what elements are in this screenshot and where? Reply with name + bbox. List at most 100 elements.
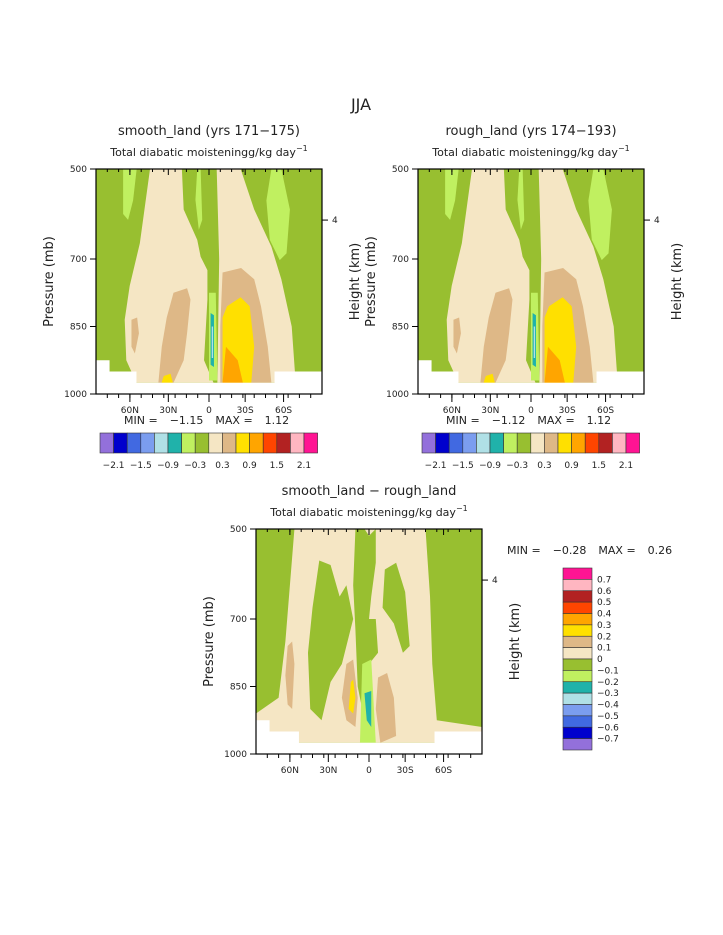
colorbar-label: −1.5 [130, 461, 152, 471]
figure-title: JJA [350, 95, 371, 114]
contour-field [256, 529, 482, 754]
colorbar-box [562, 715, 593, 728]
y-tick-label: 1000 [386, 390, 409, 400]
min-value: −1.12 [492, 414, 526, 427]
colorbar-box [503, 432, 518, 454]
x-tick-label: 30S [559, 406, 576, 416]
colorbar-box [181, 432, 196, 454]
colorbar-box [584, 432, 600, 454]
colorbar-box [290, 432, 305, 454]
colorbar-box [562, 613, 593, 626]
colorbar-box [476, 432, 491, 454]
x-tick-label: 60N [121, 406, 139, 416]
units-text: g/kg day [570, 146, 618, 159]
contour-region [453, 317, 461, 354]
colorbar-box [208, 432, 223, 454]
y-tick-label: 700 [230, 615, 247, 625]
contour-region [124, 169, 214, 383]
x-tick-label: 30N [159, 406, 177, 416]
colorbar-label: 0.9 [242, 461, 257, 471]
colorbar-diff: 0.70.60.50.40.30.20.10−0.1−0.2−0.3−0.4−0… [562, 567, 619, 751]
colorbar-label: 0.5 [597, 598, 611, 608]
colorbar-label: −0.3 [506, 461, 528, 471]
subtitle-text: Total diabatic moistening [431, 146, 570, 159]
min-max-readout: MIN = −1.15 MAX = 1.12 [124, 414, 289, 427]
min-max-readout: MIN = −1.12 MAX = 1.12 [446, 414, 611, 427]
panel-rough: rough_land (yrs 174−193) Total diabatic m… [364, 124, 685, 427]
colorbar-box [421, 432, 436, 454]
colorbar-box [562, 692, 593, 705]
colorbar-box [462, 432, 477, 454]
x-tick-label: 0 [528, 406, 534, 416]
colorbar-box [194, 432, 210, 454]
colorbar-box [544, 432, 559, 454]
colorbar-box [571, 432, 586, 454]
colorbar-box [562, 567, 593, 580]
y-right-tick-label: 4 [654, 216, 660, 226]
colorbar-label: 2.1 [297, 461, 311, 471]
colorbar-box [276, 432, 291, 454]
colorbar-box [562, 704, 593, 717]
colorbar-box [612, 432, 627, 454]
colorbar-box [530, 432, 545, 454]
contour-region [266, 169, 290, 261]
colorbar-rough: −2.1 −1.5 −0.9 −0.3 0.3 0.9 1.5 2.1 [421, 432, 640, 471]
panel-subtitle: Total diabatic moisteningg/kg day−1 [109, 144, 307, 159]
missing-data-region [418, 360, 644, 394]
contour-region [364, 691, 372, 727]
colorbar-label: 1.5 [592, 461, 606, 471]
max-value: 0.26 [648, 544, 673, 557]
colorbar-label: 0.2 [597, 632, 611, 642]
colorbar-label: 0.7 [597, 575, 611, 585]
contour-region [211, 326, 214, 358]
x-tick-label: 30S [237, 406, 254, 416]
y-right-tick-label: 4 [492, 576, 498, 586]
units-text: g/kg day [248, 146, 296, 159]
colorbar-label: 0.1 [597, 644, 611, 654]
panel-subtitle: Total diabatic moisteningg/kg day−1 [269, 504, 467, 519]
contour-region [445, 169, 459, 220]
min-max-readout: MIN = −0.28 MAX = 0.26 [507, 544, 672, 557]
colorbar-label: 0.6 [597, 587, 612, 597]
contour-region [375, 673, 397, 743]
colorbar-box [598, 432, 613, 454]
contour-region [131, 317, 139, 354]
max-value: 1.12 [265, 414, 290, 427]
colorbar-box [126, 432, 142, 454]
colorbar-label: 0.4 [597, 610, 612, 620]
y-tick-label: 700 [70, 255, 87, 265]
colorbar-label: −0.7 [597, 735, 619, 745]
y-tick-label: 1000 [224, 750, 247, 760]
contour-region [195, 169, 203, 230]
colorbar-box [249, 432, 264, 454]
panel-title: rough_land (yrs 174−193) [445, 124, 616, 139]
colorbar-box [140, 432, 155, 454]
colorbar-box [489, 432, 504, 454]
max-label: MAX = [215, 414, 252, 427]
colorbar-box [625, 432, 640, 454]
colorbar-label: 0.3 [215, 461, 229, 471]
panel-title: smooth_land (yrs 171−175) [118, 124, 300, 139]
y-tick-label: 500 [392, 165, 409, 175]
x-tick-label: 60S [275, 406, 292, 416]
units-exponent: −1 [296, 144, 308, 153]
y-axis-label: Pressure (mb) [42, 236, 57, 327]
contour-region [544, 346, 565, 383]
x-tick-label: 60S [435, 766, 452, 776]
subtitle-text: Total diabatic moistening [269, 506, 408, 519]
colorbar-label: −0.2 [597, 678, 619, 688]
colorbar-label: −0.3 [184, 461, 206, 471]
contour-field [418, 169, 644, 394]
contour-region [285, 641, 295, 709]
min-value: −1.15 [170, 414, 204, 427]
x-tick-label: 0 [206, 406, 212, 416]
x-tick-label: 30N [319, 766, 337, 776]
colorbar-box [562, 658, 593, 671]
x-tick-label: 0 [366, 766, 372, 776]
colorbar-label: −1.5 [452, 461, 474, 471]
units-exponent: −1 [456, 504, 468, 513]
colorbar-label: 1.5 [270, 461, 284, 471]
y-tick-label: 500 [70, 165, 87, 175]
missing-data-region [96, 360, 322, 394]
